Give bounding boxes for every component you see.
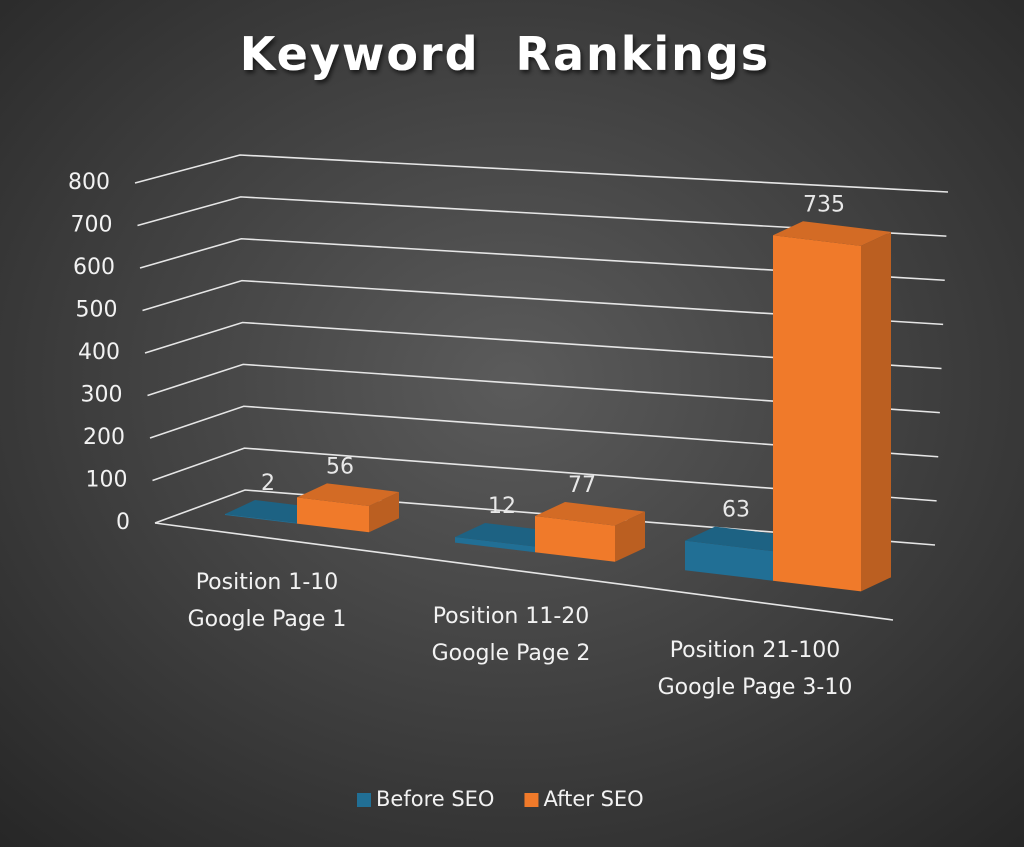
bar-top	[535, 502, 645, 526]
grid-line	[144, 321, 942, 370]
grid-line	[154, 489, 936, 546]
y-tick-label: 0	[116, 510, 130, 535]
y-tick-label: 100	[86, 468, 128, 493]
value-label: 12	[488, 494, 516, 519]
value-label: 63	[722, 498, 750, 523]
x-tick-label: Position 1-10	[196, 570, 339, 595]
bar	[535, 502, 645, 562]
chart-title: Keyword Rankings	[240, 27, 770, 81]
y-tick-label: 300	[81, 383, 123, 408]
y-tick-label: 800	[68, 170, 110, 195]
x-tick-label: Google Page 1	[188, 607, 347, 632]
value-label: 2	[261, 471, 275, 496]
bar-side	[615, 511, 645, 562]
legend: Before SEO After SEO	[357, 787, 644, 811]
legend-swatch	[357, 793, 371, 807]
grid-line	[152, 447, 937, 502]
x-tick-label: Google Page 3-10	[658, 675, 853, 700]
x-tick-label: Position 21-100	[670, 638, 841, 663]
bar-front	[535, 516, 615, 562]
value-label: 56	[326, 454, 354, 479]
y-tick-label: 200	[83, 425, 125, 450]
y-tick-label: 500	[76, 298, 118, 323]
grid-line	[137, 196, 947, 237]
floor-edge	[154, 522, 894, 621]
y-tick-label: 700	[71, 213, 113, 238]
bar-front	[455, 536, 535, 553]
grid-line	[139, 237, 945, 282]
bar-top	[773, 221, 891, 246]
bar-front	[297, 497, 369, 533]
bar-front	[225, 514, 297, 524]
grid-line	[149, 405, 939, 458]
legend-label: After SEO	[543, 787, 643, 811]
plot-area: 0 100 200 300 400 500 600 700 800 2 56 Position 1-1…	[68, 154, 949, 700]
y-tick-label: 400	[78, 340, 120, 365]
bar-front	[685, 540, 773, 581]
bar	[297, 483, 399, 533]
legend-swatch	[524, 793, 539, 807]
x-tick-label: Google Page 2	[432, 641, 591, 666]
x-tick-label: Position 11-20	[433, 604, 590, 629]
bar-front	[773, 235, 861, 592]
grid-line	[147, 363, 940, 414]
y-tick-label: 600	[73, 255, 115, 280]
bar-side	[861, 231, 891, 592]
grid-line	[142, 279, 944, 326]
legend-label: Before SEO	[376, 787, 494, 811]
value-label: 735	[803, 192, 845, 217]
bar-side	[369, 491, 399, 533]
bar	[773, 221, 891, 592]
grid-line	[134, 154, 949, 193]
bar-top	[297, 483, 399, 506]
value-label: 77	[568, 473, 596, 498]
